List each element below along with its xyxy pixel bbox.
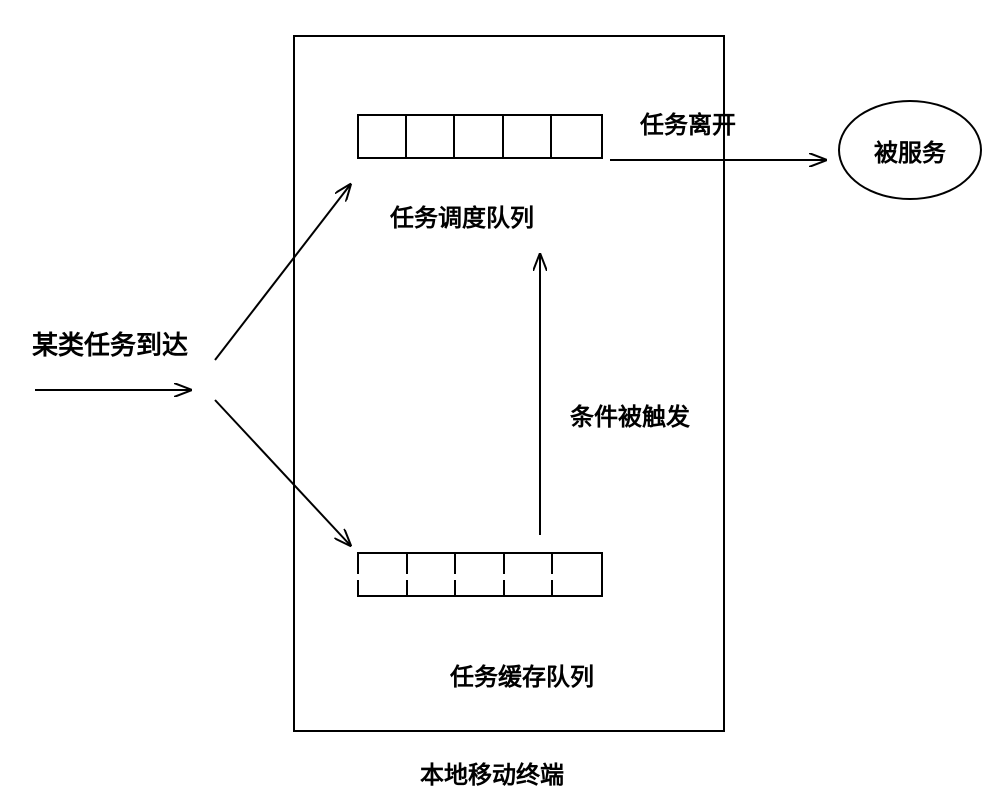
- arrow-to-cache: [215, 400, 350, 545]
- arrow-layer: [0, 0, 1000, 805]
- arrow-to-schedule: [215, 185, 350, 360]
